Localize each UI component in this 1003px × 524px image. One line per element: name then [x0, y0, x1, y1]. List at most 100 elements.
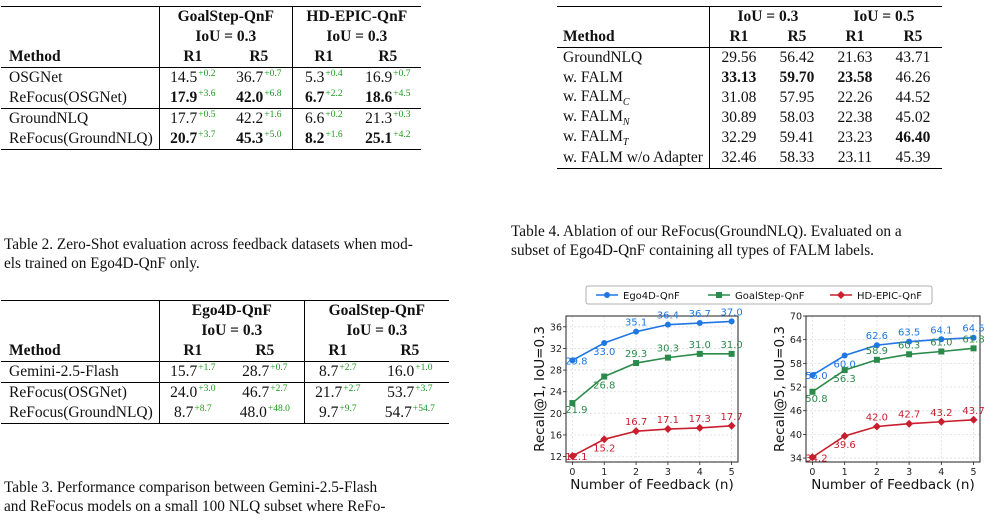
delta: +0.4: [325, 69, 343, 79]
delta: +2.2: [325, 89, 343, 99]
delta: +3.0: [198, 384, 216, 394]
data-label: 58.9: [866, 346, 888, 357]
table-row: w. FALM w/o Adapter 32.46 58.33 23.11 45.39: [557, 148, 942, 169]
col-header: R1: [303, 341, 371, 362]
x-axis-label: Number of Feedback (n): [570, 477, 734, 493]
value-cell: 6.6+0.2: [291, 108, 355, 129]
value-cell: 22.26: [837, 89, 873, 107]
value-cell: 59.41: [779, 129, 815, 147]
legend-marker: [604, 292, 610, 298]
value: 5.3: [304, 69, 325, 86]
data-label: 64.5: [962, 324, 984, 335]
method-cell: ReFocus(GroundNLQ): [9, 404, 153, 421]
value-cell: 45.02: [895, 109, 931, 127]
value-cell: 54.7+54.7: [371, 403, 449, 424]
y-tick-label: 52: [790, 383, 802, 394]
method-cell: GroundNLQ: [9, 110, 89, 127]
value: 8.7: [318, 363, 339, 380]
iou-header: IoU = 0.3: [158, 27, 293, 47]
value-cell: 56.42: [779, 49, 815, 66]
value-cell: 32.29: [708, 128, 768, 149]
corner: [1, 7, 159, 28]
data-point: [664, 321, 671, 328]
data-label: 60.0: [834, 359, 856, 370]
value: 20.7: [170, 130, 198, 147]
x-tick-label: 0: [569, 467, 575, 478]
data-point: [905, 419, 914, 428]
value-cell: 22.38: [837, 109, 873, 127]
table-row: GroundNLQ 29.56 56.42 21.63 43.71: [557, 47, 942, 68]
data-point: [569, 357, 576, 364]
data-label: 33.0: [593, 347, 615, 358]
delta: +9.7: [339, 404, 357, 414]
value-cell: 58.33: [779, 149, 815, 167]
value-cell: 14.5+0.2: [158, 67, 226, 88]
value-cell: 20.7+3.7: [158, 129, 226, 150]
table-3: Ego4D-QnF GoalStep-QnF IoU = 0.3 IoU = 0…: [1, 300, 449, 424]
y-tick-label: 70: [790, 312, 802, 323]
data-label: 37.0: [720, 307, 742, 318]
method-header: Method: [9, 48, 61, 65]
legend-marker: [837, 291, 845, 299]
value-cell: 8.7+8.7: [158, 403, 226, 424]
value-cell: 48.0+48.0: [226, 403, 305, 424]
iou-header: IoU = 0.3: [291, 27, 421, 47]
method-cell: w. FALMN: [557, 108, 709, 128]
value-cell: 29.56: [708, 47, 768, 68]
data-point: [969, 415, 978, 424]
delta: +0.7: [393, 69, 411, 79]
delta: +48.0: [267, 404, 290, 414]
method-cell: w. FALMC: [557, 88, 709, 108]
group-header: GoalStep-QnF: [158, 6, 293, 27]
group-header: HD-EPIC-QnF: [291, 6, 421, 27]
value: 16.0: [387, 363, 415, 380]
data-point: [906, 351, 913, 358]
series-line: [812, 418, 974, 458]
table-row: ReFocus(GroundNLQ) 8.7+8.7 48.0+48.0 9.7+9.…: [1, 403, 449, 424]
data-label: 39.6: [834, 440, 856, 451]
table-row: ReFocus(OSGNet) 17.9+3.6 42.0+6.8 6.7+2.2 18…: [1, 88, 421, 109]
caption-line: Table 4. Ablation of our ReFocus(GroundN…: [511, 223, 902, 240]
y-tick-label: 34: [790, 454, 802, 465]
value-cell: 30.89: [708, 108, 768, 129]
value-cell: 6.7+2.2: [291, 88, 355, 109]
x-tick-label: 5: [729, 467, 735, 478]
value-cell: 23.58: [837, 69, 873, 86]
data-point: [664, 354, 671, 361]
figure-recall-vs-feedback: Ego4D-QnF GoalStep-QnF HD-EPIC-QnF 12 16 20 24…: [510, 282, 1000, 520]
x-tick-label: 1: [842, 467, 848, 478]
value: 24.0: [170, 384, 198, 401]
col-header: R5: [378, 48, 398, 65]
value: 6.7: [304, 89, 325, 106]
iou-header: IoU = 0.3: [303, 321, 449, 341]
y-tick-label: 64: [790, 335, 802, 346]
value-cell: 46.26: [895, 69, 931, 86]
data-label: 26.8: [593, 381, 615, 392]
value-cell: 58.03: [779, 109, 815, 127]
data-label: 62.6: [866, 331, 888, 342]
value: 15.7: [170, 363, 198, 380]
value: 8.7: [173, 404, 194, 421]
col-header: R5: [903, 28, 923, 45]
method-cell: ReFocus(OSGNet): [9, 89, 127, 106]
value-cell: 28.7+0.7: [226, 362, 305, 383]
delta: +1.6: [264, 110, 282, 120]
data-point: [809, 388, 816, 395]
delta: +4.2: [393, 130, 411, 140]
plot-frame: [565, 315, 739, 463]
value-cell: 45.39: [895, 149, 931, 167]
y-axis-label: Recall@1, IoU=0.3: [532, 326, 548, 452]
table-4-caption: Table 4. Ablation of our ReFocus(GroundN…: [511, 222, 1001, 260]
series-line: [571, 424, 732, 457]
data-label: 61.0: [930, 338, 952, 349]
data-point: [601, 373, 608, 380]
data-point: [872, 422, 881, 431]
method-subscript: N: [622, 117, 630, 129]
table-row: w. FALMN 30.89 58.03 22.38 45.02: [557, 108, 942, 129]
col-header: R1: [158, 47, 226, 68]
data-label: 35.1: [625, 318, 647, 329]
caption-line: subset of Ego4D-QnF containing all types…: [511, 242, 874, 259]
data-label: 55.0: [805, 371, 827, 382]
data-point: [696, 320, 703, 327]
data-label: 50.8: [805, 394, 827, 405]
